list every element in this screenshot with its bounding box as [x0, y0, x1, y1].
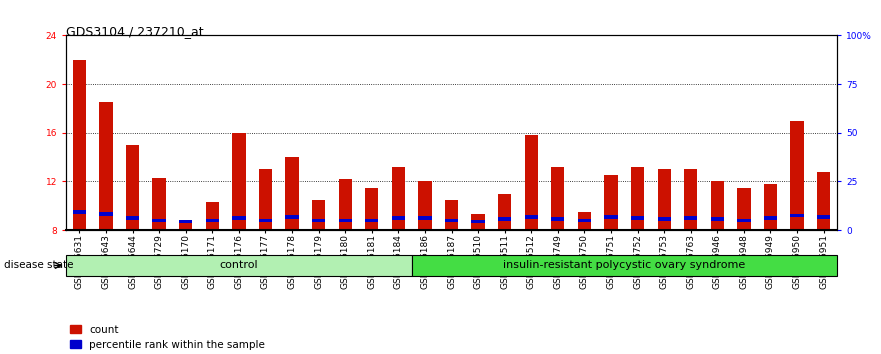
Bar: [471, 220, 485, 223]
Bar: [126, 145, 139, 230]
Text: GDS3104 / 237210_at: GDS3104 / 237210_at: [66, 25, 204, 38]
Bar: [126, 216, 139, 220]
Bar: [73, 210, 86, 214]
Bar: [685, 216, 698, 220]
Bar: [737, 218, 751, 222]
Bar: [790, 121, 803, 230]
Bar: [285, 157, 299, 230]
Bar: [445, 200, 458, 230]
Bar: [685, 169, 698, 230]
Bar: [312, 200, 325, 230]
Bar: [524, 215, 538, 218]
Bar: [418, 181, 432, 230]
Bar: [817, 172, 830, 230]
Bar: [365, 188, 379, 230]
Bar: [73, 60, 86, 230]
Bar: [764, 184, 777, 230]
Bar: [578, 218, 591, 222]
Bar: [100, 212, 113, 216]
Bar: [392, 167, 405, 230]
Bar: [737, 188, 751, 230]
Bar: [445, 218, 458, 222]
Bar: [365, 218, 379, 222]
Text: disease state: disease state: [4, 261, 74, 270]
Text: insulin-resistant polycystic ovary syndrome: insulin-resistant polycystic ovary syndr…: [503, 261, 745, 270]
Bar: [205, 202, 218, 230]
Bar: [179, 220, 192, 230]
Bar: [524, 135, 538, 230]
Bar: [631, 216, 644, 220]
Bar: [711, 217, 724, 221]
Bar: [578, 212, 591, 230]
Bar: [100, 102, 113, 230]
Bar: [179, 220, 192, 223]
Bar: [152, 178, 166, 230]
Bar: [205, 218, 218, 222]
Bar: [790, 214, 803, 217]
Bar: [657, 217, 670, 221]
Bar: [66, 255, 411, 276]
Bar: [764, 216, 777, 220]
Bar: [604, 175, 618, 230]
Bar: [411, 255, 837, 276]
Bar: [498, 194, 511, 230]
Bar: [233, 216, 246, 220]
Bar: [338, 179, 352, 230]
Bar: [259, 169, 272, 230]
Bar: [604, 215, 618, 218]
Bar: [392, 216, 405, 220]
Bar: [312, 218, 325, 222]
Bar: [152, 218, 166, 222]
Legend: count, percentile rank within the sample: count, percentile rank within the sample: [66, 320, 269, 354]
Text: control: control: [219, 261, 258, 270]
Bar: [657, 169, 670, 230]
Bar: [233, 133, 246, 230]
Bar: [259, 218, 272, 222]
Bar: [498, 217, 511, 221]
Bar: [631, 167, 644, 230]
Bar: [711, 181, 724, 230]
Bar: [338, 218, 352, 222]
Bar: [817, 215, 830, 218]
Bar: [552, 167, 565, 230]
Bar: [552, 217, 565, 221]
Bar: [471, 214, 485, 230]
Bar: [418, 216, 432, 220]
Bar: [285, 215, 299, 218]
